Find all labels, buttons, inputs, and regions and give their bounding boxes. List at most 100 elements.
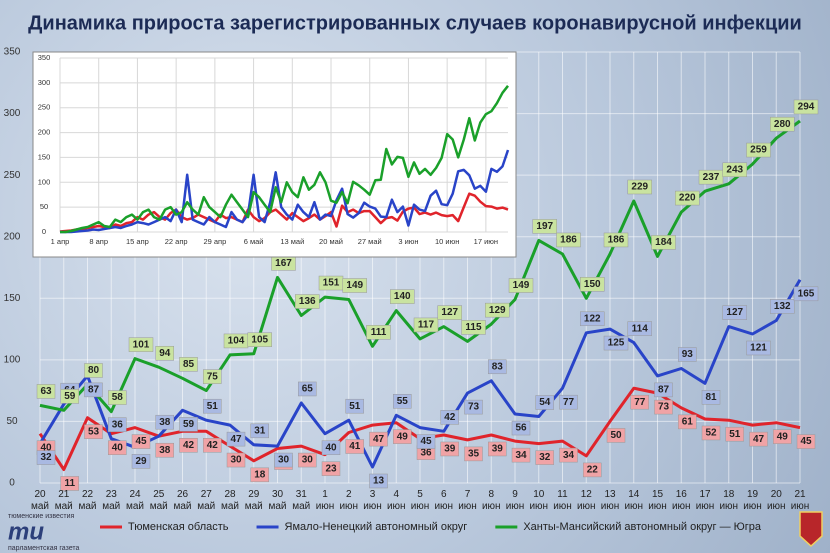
data-label-box (36, 384, 56, 399)
legend-label: Ханты-Мансийский автономный округ — Югра (523, 521, 762, 533)
data-label: 115 (465, 322, 482, 333)
y-tick-label: 50 (40, 202, 48, 211)
data-label: 122 (584, 313, 601, 324)
data-label-box (413, 317, 439, 333)
data-label-box (603, 232, 629, 248)
data-label-box (128, 337, 154, 352)
data-label: 58 (112, 392, 124, 403)
data-label: 40 (40, 442, 52, 453)
series-line (60, 149, 510, 234)
data-label-box (583, 462, 602, 478)
data-label-box (108, 417, 127, 432)
data-label-box (701, 425, 721, 441)
data-label: 75 (207, 371, 219, 382)
data-label-box (488, 359, 507, 375)
data-label-box (155, 442, 174, 458)
x-tick-label: 20 май (319, 237, 343, 246)
x-tick-label: 20 июн (766, 489, 786, 512)
data-label: 294 (798, 102, 815, 113)
series-line (59, 192, 509, 233)
data-label: 51 (349, 401, 361, 412)
data-label-box (437, 305, 462, 320)
y-tick-label: 200 (38, 128, 51, 137)
data-label-box (627, 179, 652, 195)
data-label: 184 (655, 237, 672, 248)
y-tick-label: 200 (4, 231, 21, 242)
chart-title: Динамика прироста зарегистрированных слу… (28, 12, 802, 34)
data-label-box (654, 382, 673, 398)
x-tick-label: 24 май (125, 489, 145, 512)
data-label: 30 (278, 455, 290, 466)
data-label: 87 (88, 385, 100, 396)
x-tick-label: 10 июн (529, 489, 549, 512)
data-label: 52 (705, 428, 717, 439)
data-label: 47 (230, 434, 242, 445)
data-label-box (155, 414, 174, 430)
data-label-box (535, 395, 554, 410)
data-label-box (393, 394, 412, 409)
data-label-box (321, 440, 341, 455)
data-label-box (274, 452, 293, 468)
data-label: 42 (183, 440, 195, 451)
y-tick-label: 150 (4, 293, 21, 304)
data-label-box (535, 450, 554, 465)
data-label: 34 (515, 450, 527, 461)
x-tick-label: 29 май (244, 489, 263, 512)
data-label: 117 (418, 320, 435, 331)
x-tick-label: 1 июн (315, 489, 335, 512)
data-label: 105 (251, 334, 268, 345)
data-label-box (580, 277, 605, 292)
data-label-box (108, 390, 127, 405)
x-tick-label: 9 июн (505, 489, 525, 512)
data-label-box (250, 423, 269, 439)
x-tick-label: 17 июн (474, 237, 498, 246)
x-tick-label: 1 апр (51, 237, 70, 246)
x-tick-label: 7 июн (458, 489, 477, 512)
x-tick-label: 18 июн (719, 489, 739, 512)
x-tick-label: 14 июн (624, 489, 644, 512)
x-tick-label: 13 май (280, 237, 304, 246)
data-label-box (390, 289, 415, 304)
data-label-box (511, 420, 531, 436)
x-tick-label: 2 июн (339, 489, 359, 512)
data-label-box (770, 299, 795, 314)
data-label: 61 (682, 417, 694, 428)
x-tick-label: 17 июн (695, 489, 715, 512)
data-label: 47 (753, 434, 765, 445)
data-label: 80 (88, 365, 100, 376)
data-label: 49 (777, 431, 789, 442)
data-label-box (298, 381, 317, 397)
x-tick-label: 11 июн (553, 489, 572, 512)
x-tick-label: 22 май (78, 489, 97, 512)
logo-text: парламентская газета (8, 545, 79, 552)
logo-text: тюменские известия (8, 513, 75, 520)
data-label-box (627, 321, 652, 336)
data-label-box (698, 169, 724, 185)
x-tick-label: 6 май (244, 237, 264, 246)
y-tick-label: 100 (38, 177, 51, 186)
data-label: 81 (705, 392, 717, 403)
data-label-box (654, 399, 673, 415)
data-label-box (603, 335, 629, 351)
data-label-box (36, 450, 56, 465)
data-label: 42 (444, 412, 456, 423)
data-label: 94 (159, 348, 171, 359)
x-tick-label: 31 май (292, 489, 311, 512)
data-label: 151 (323, 278, 340, 289)
data-label-box (532, 219, 557, 234)
data-label-box (60, 476, 79, 491)
data-label: 125 (608, 338, 625, 349)
y-tick-label: 300 (4, 108, 21, 119)
data-label-box (793, 286, 819, 302)
data-label: 83 (492, 361, 504, 372)
series-line (39, 119, 801, 414)
data-label: 50 (610, 430, 622, 441)
x-tick-label: 27 май (358, 237, 382, 246)
data-label-box (793, 99, 819, 115)
y-tick-label: 150 (38, 152, 51, 161)
data-label-box (722, 305, 747, 320)
data-label: 38 (159, 417, 171, 428)
data-label: 259 (750, 145, 767, 156)
x-tick-label: 27 май (197, 489, 216, 512)
